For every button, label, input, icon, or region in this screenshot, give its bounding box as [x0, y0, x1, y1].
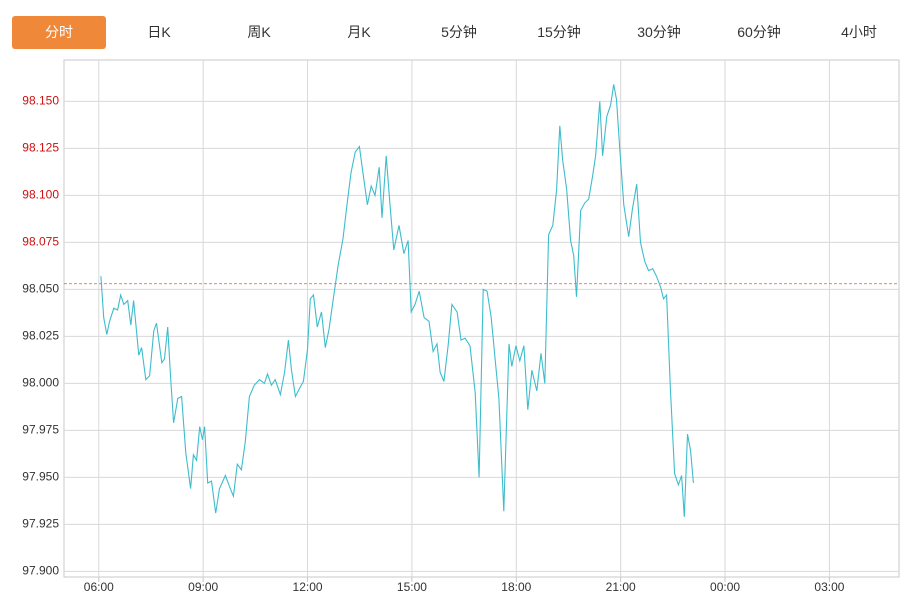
- x-tick-label: 00:00: [710, 580, 740, 594]
- y-tick-label: 98.125: [22, 141, 59, 155]
- x-tick-label: 06:00: [84, 580, 114, 594]
- y-tick-label: 98.050: [22, 282, 59, 296]
- tab[interactable]: 30分钟: [637, 24, 681, 40]
- y-tick-label: 98.150: [22, 94, 59, 108]
- tab[interactable]: 5分钟: [441, 24, 477, 40]
- y-tick-label: 98.100: [22, 188, 59, 202]
- x-tick-label: 12:00: [293, 580, 323, 594]
- y-tick-label: 98.025: [22, 329, 59, 343]
- tab[interactable]: 60分钟: [737, 24, 781, 40]
- y-tick-label: 97.950: [22, 470, 59, 484]
- y-tick-label: 97.925: [22, 517, 59, 531]
- tab[interactable]: 月K: [347, 24, 371, 40]
- tab[interactable]: 4小时: [841, 24, 877, 40]
- tab[interactable]: 15分钟: [537, 24, 581, 40]
- x-tick-label: 15:00: [397, 580, 427, 594]
- plot-frame: [63, 59, 900, 578]
- x-tick-label: 03:00: [814, 580, 844, 594]
- x-tick-label: 09:00: [188, 580, 218, 594]
- tab[interactable]: 周K: [247, 24, 271, 40]
- y-tick-label: 98.000: [22, 376, 59, 390]
- tab[interactable]: 日K: [147, 24, 171, 40]
- tab[interactable]: 分时: [12, 16, 106, 49]
- x-tick-label: 18:00: [501, 580, 531, 594]
- price-line: [100, 84, 694, 517]
- x-tick-label: 21:00: [606, 580, 636, 594]
- y-tick-label: 97.900: [22, 564, 59, 578]
- y-tick-label: 97.975: [22, 423, 59, 437]
- y-tick-label: 98.075: [22, 235, 59, 249]
